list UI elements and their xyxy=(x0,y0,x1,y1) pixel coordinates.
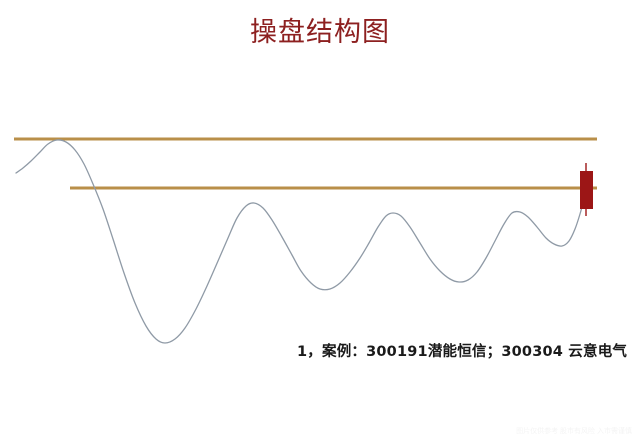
page-title: 操盘结构图 xyxy=(250,17,390,48)
price-wave-group xyxy=(15,139,588,344)
breakout-candle-group xyxy=(580,163,593,216)
candle-body xyxy=(580,171,593,209)
price-wave-path xyxy=(15,139,588,344)
case-caption: 1，案例：300191潜能恒信；300304 云意电气 xyxy=(297,344,628,360)
watermark-text: 图片仅供参考 股市有风险 入市需谨慎 xyxy=(516,428,632,435)
horizontal-lines-group xyxy=(14,137,597,190)
